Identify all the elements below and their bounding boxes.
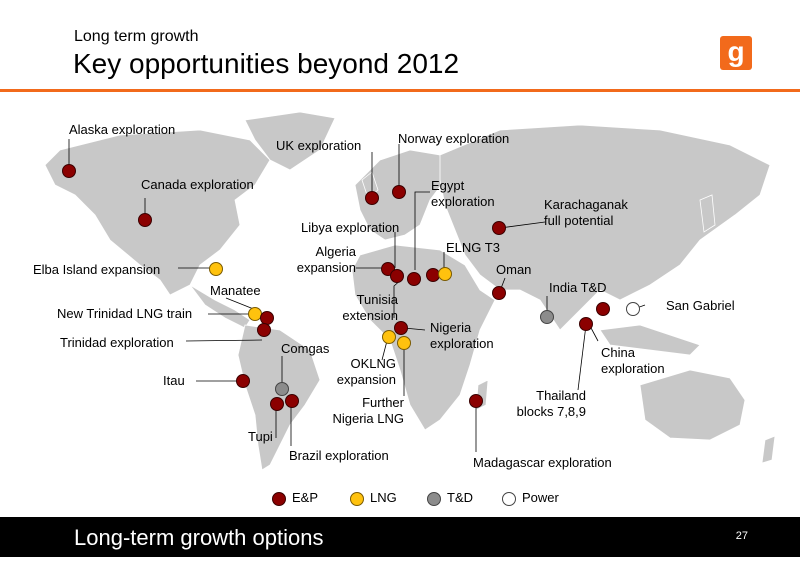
marker-itau[interactable] [236,374,250,388]
marker-canada[interactable] [138,213,152,227]
label-oman: Oman [496,262,532,277]
marker-libya[interactable] [390,269,404,283]
label-norway-exploration: Norway exploration [398,131,510,146]
marker-nigeria[interactable] [394,321,408,335]
marker-elng-t3[interactable] [438,267,452,281]
legend-ep-label: E&P [292,490,319,505]
legend-td-label: T&D [447,490,473,505]
label-alaska-exploration: Alaska exploration [69,122,176,137]
marker-elba-island[interactable] [209,262,223,276]
marker-san-gabriel[interactable] [626,302,640,316]
legend-power-label: Power [522,490,559,505]
label-elba-island: Elba Island expansion [33,262,161,277]
page-number: 27 [735,530,748,542]
marker-comgas[interactable] [275,382,289,396]
marker-oklng[interactable] [382,330,396,344]
label-libya-exploration: Libya exploration [301,220,400,235]
title-divider [0,89,800,92]
label-uk-exploration: UK exploration [276,138,362,153]
world-map [44,111,776,471]
label-nigeria-exploration: Nigeria exploration [430,320,494,351]
label-new-trinidad-lng: New Trinidad LNG train [57,306,193,321]
legend-power-swatch [502,492,516,506]
label-comgas: Comgas [281,341,330,356]
marker-tupi[interactable] [270,397,284,411]
marker-tunisia[interactable] [407,272,421,286]
label-tunisia-extension: Tunisia extension [342,292,398,323]
footer-title: Long-term growth options [74,525,324,550]
label-canada-exploration: Canada exploration [141,177,254,192]
legend-td-swatch [427,492,441,506]
label-further-nigeria-lng: Further Nigeria LNG [332,395,404,426]
page-subtitle: Long term growth [74,28,199,45]
page-title: Key opportunities beyond 2012 [73,48,460,79]
label-itau: Itau [163,373,185,388]
label-brazil-exploration: Brazil exploration [289,448,389,463]
label-tupi: Tupi [248,429,273,444]
marker-brazil[interactable] [285,394,299,408]
marker-alaska[interactable] [62,164,76,178]
marker-further-nigeria-lng[interactable] [397,336,411,350]
label-karachaganak: Karachaganak full potential [544,197,628,228]
footer-bar: Long-term growth options 27 [0,517,800,557]
label-trinidad-exploration: Trinidad exploration [60,335,174,350]
label-madagascar-exploration: Madagascar exploration [473,455,612,470]
marker-thailand[interactable] [579,317,593,331]
label-thailand-blocks: Thailand blocks 7,8,9 [516,388,586,419]
bg-logo: g [720,36,752,70]
marker-oman[interactable] [492,286,506,300]
marker-india-td[interactable] [540,310,554,324]
label-elng-t3: ELNG T3 [446,240,500,255]
marker-madagascar[interactable] [469,394,483,408]
label-manatee: Manatee [210,283,261,298]
label-india-td: India T&D [549,280,607,295]
label-oklng-expansion: OKLNG expansion [336,356,396,387]
marker-norway[interactable] [392,185,406,199]
marker-china[interactable] [596,302,610,316]
label-china-exploration: China exploration [601,345,665,376]
marker-karachaganak[interactable] [492,221,506,235]
legend-lng-label: LNG [370,490,397,505]
label-algeria-expansion: Algeria expansion [296,244,356,275]
label-egypt-exploration: Egypt exploration [431,178,495,209]
label-san-gabriel: San Gabriel [666,298,735,313]
marker-trinidad[interactable] [257,323,271,337]
marker-uk[interactable] [365,191,379,205]
legend-ep-swatch [272,492,286,506]
legend-lng-swatch [350,492,364,506]
